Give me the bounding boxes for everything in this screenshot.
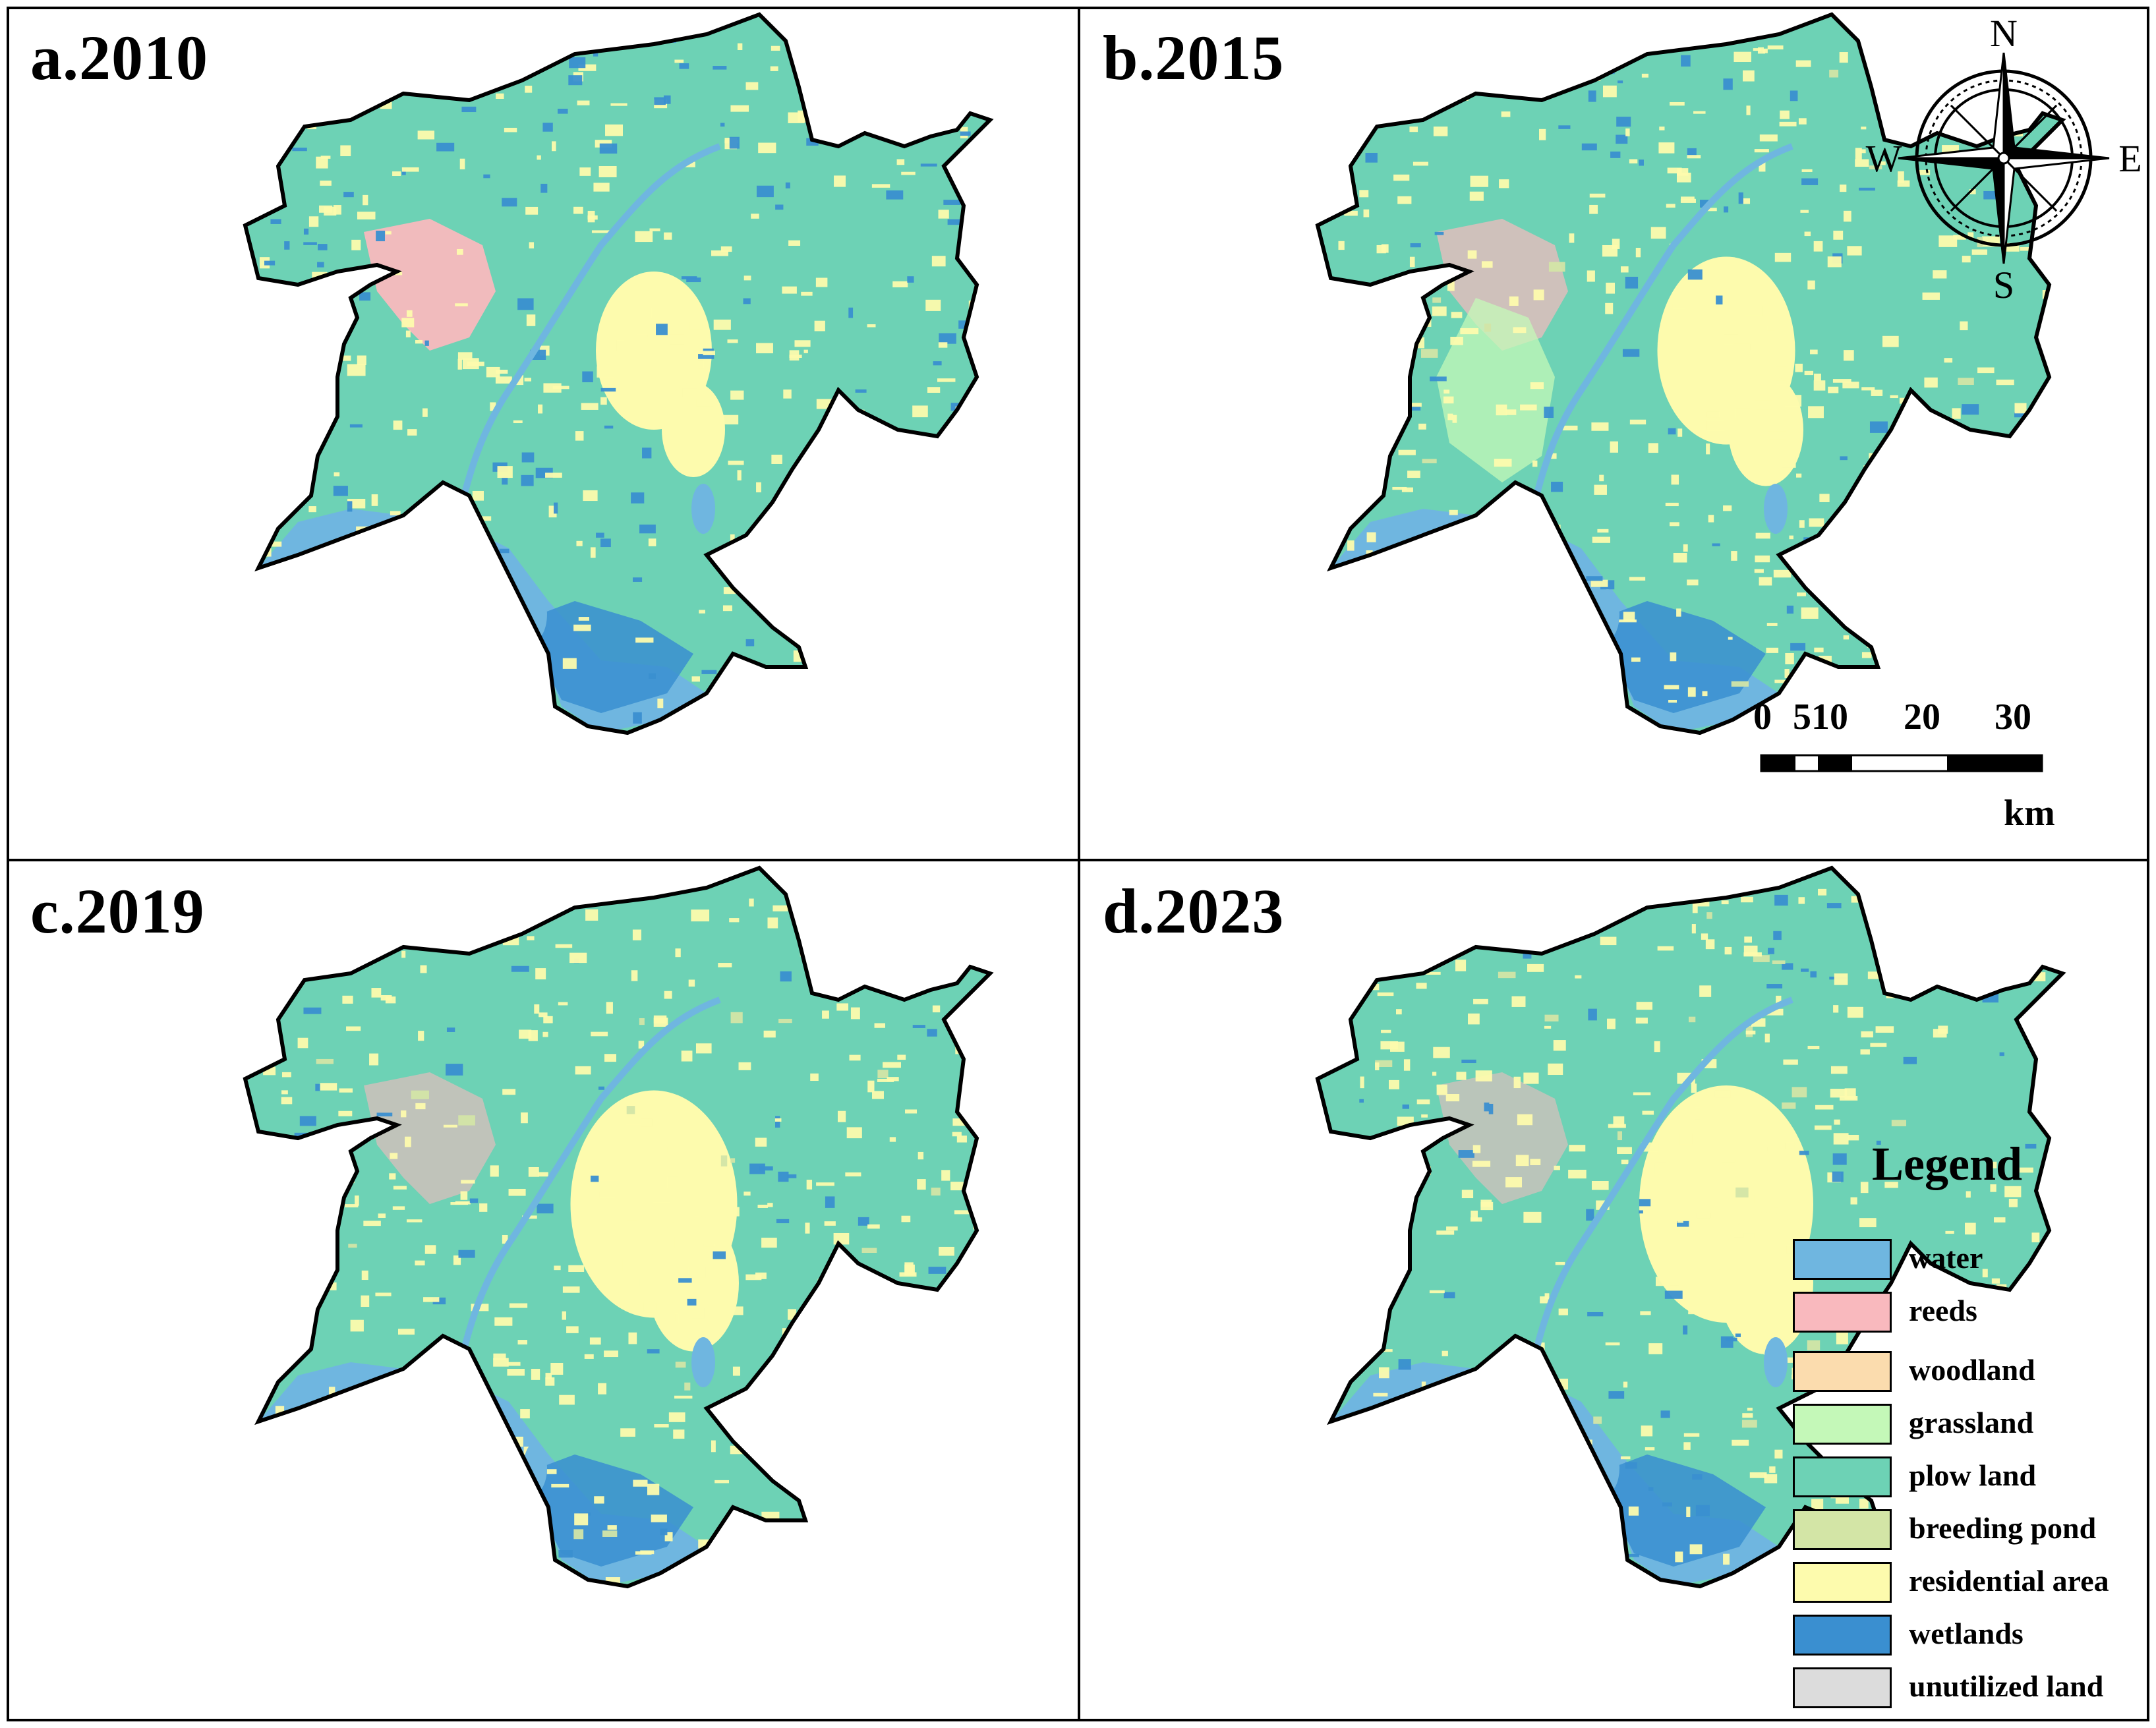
grassland-area [1436,298,1555,482]
legend-title: Legend [1872,1138,2023,1190]
scale-bar: 0 5 10 20 30 km [1740,699,2083,837]
study-area-boundary [1315,12,2066,735]
land-use-map [1315,12,2066,735]
lake [1764,484,1788,534]
map-panel-2010: a.2010 [8,8,1079,860]
panel-title: a.2010 [30,22,208,93]
scale-tick-label: 10 [1811,697,1848,737]
land-use-map [1315,865,2066,1589]
legend-label: residential area [1909,1564,2109,1598]
lake [691,484,715,534]
legend-label: woodland [1909,1353,2035,1387]
legend-item-unutilized-land: unutilized land [1793,1667,2149,1717]
river [453,996,721,1383]
legend-item-breeding-pond: breeding pond [1793,1509,2149,1559]
legend-swatch [1793,1456,1892,1497]
wetlands-area [1594,601,1766,713]
scale-tick-label: 20 [1904,697,1940,737]
south-label: S [1993,264,2014,303]
residential-area [648,1215,739,1352]
legend-swatch [1793,1239,1892,1280]
legend-swatch [1793,1404,1892,1445]
east-label: E [2118,137,2141,180]
legend-swatch [1793,1615,1892,1656]
legend-item-reeds: reeds [1793,1292,2149,1342]
panel-divider-horizontal [7,859,2149,861]
legend-label: grassland [1909,1406,2034,1439]
compass-rose-icon: N S W E [1866,13,2142,303]
residential-area [1728,373,1803,486]
legend-swatch [1793,1562,1892,1603]
panel-divider-vertical [1078,7,1080,1721]
lake [691,1337,715,1387]
legend-label: plow land [1909,1458,2037,1492]
panel-title: c.2019 [30,876,205,946]
map-panel-2015: b.2015 [1080,8,2151,860]
map-panel-2023: d.2023 [1080,861,2151,1714]
reeds-area [364,1072,496,1204]
legend-swatch [1793,1351,1892,1392]
panel-title: b.2015 [1103,22,1285,93]
legend-item-water: water [1793,1239,2149,1289]
wetlands-area [522,601,693,713]
legend-label: unutilized land [1909,1669,2104,1703]
legend-item-grassland: grassland [1793,1404,2149,1454]
study-area-boundary [243,865,994,1589]
scale-bar-graphic [1760,754,2043,772]
scale-tick-label: 30 [1995,697,2031,737]
study-area-boundary [243,12,994,735]
reeds-area [1436,1072,1568,1204]
legend-swatch [1793,1667,1892,1708]
legend-swatch [1793,1292,1892,1333]
land-use-map [243,865,994,1589]
legend: Legend water reeds woodland grassland pl… [1780,1140,2149,1720]
legend-label: breeding pond [1909,1511,2097,1545]
north-label: N [1990,13,2018,55]
wetlands-area [1594,1454,1766,1567]
map-panel-2019: c.2019 [8,861,1079,1714]
legend-item-woodland: woodland [1793,1351,2149,1401]
river [1525,996,1793,1383]
panel-title: d.2023 [1103,876,1285,946]
legend-item-wetlands: wetlands [1793,1615,2149,1665]
river [453,143,721,530]
scale-unit: km [2004,793,2055,834]
scale-tick-label: 0 [1753,697,1772,737]
legend-item-plow-land: plow land [1793,1456,2149,1507]
river [1525,143,1793,530]
legend-label: wetlands [1909,1617,2024,1650]
land-use-map [243,12,994,735]
legend-label: reeds [1909,1294,1977,1327]
wetlands-area [522,1454,693,1567]
legend-label: water [1909,1241,1983,1275]
legend-item-residential-area: residential area [1793,1562,2149,1612]
scale-tick-label: 5 [1793,697,1811,737]
west-label: W [1866,137,1902,180]
lake [1764,1337,1788,1387]
legend-swatch [1793,1509,1892,1550]
